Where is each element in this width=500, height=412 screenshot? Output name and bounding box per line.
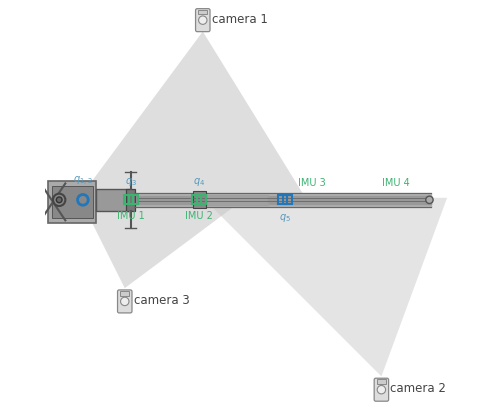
Text: camera 3: camera 3 — [134, 294, 190, 307]
FancyBboxPatch shape — [374, 378, 388, 401]
FancyBboxPatch shape — [196, 9, 210, 32]
FancyBboxPatch shape — [118, 290, 132, 313]
Text: $q_4$: $q_4$ — [192, 176, 205, 188]
Polygon shape — [80, 198, 246, 288]
FancyBboxPatch shape — [377, 379, 386, 384]
FancyBboxPatch shape — [96, 189, 132, 211]
Circle shape — [426, 196, 433, 204]
Text: $q_{1,2}$: $q_{1,2}$ — [72, 174, 92, 187]
FancyBboxPatch shape — [198, 10, 207, 14]
Text: camera 2: camera 2 — [390, 382, 446, 395]
Text: IMU 2: IMU 2 — [184, 211, 212, 221]
FancyBboxPatch shape — [120, 291, 129, 295]
FancyBboxPatch shape — [194, 191, 206, 208]
Circle shape — [56, 197, 62, 203]
Circle shape — [53, 194, 66, 206]
Text: IMU 4: IMU 4 — [382, 178, 409, 188]
Text: IMU 3: IMU 3 — [298, 178, 326, 188]
Text: $q_3$: $q_3$ — [125, 176, 137, 188]
FancyBboxPatch shape — [52, 186, 93, 218]
FancyBboxPatch shape — [48, 181, 96, 223]
Text: IMU 1: IMU 1 — [117, 211, 145, 221]
Circle shape — [198, 16, 207, 24]
Text: $q_5$: $q_5$ — [279, 212, 291, 224]
Polygon shape — [80, 31, 306, 198]
FancyBboxPatch shape — [126, 189, 136, 211]
Polygon shape — [203, 198, 447, 377]
Circle shape — [377, 386, 386, 394]
Circle shape — [120, 297, 129, 306]
Text: camera 1: camera 1 — [212, 13, 268, 26]
